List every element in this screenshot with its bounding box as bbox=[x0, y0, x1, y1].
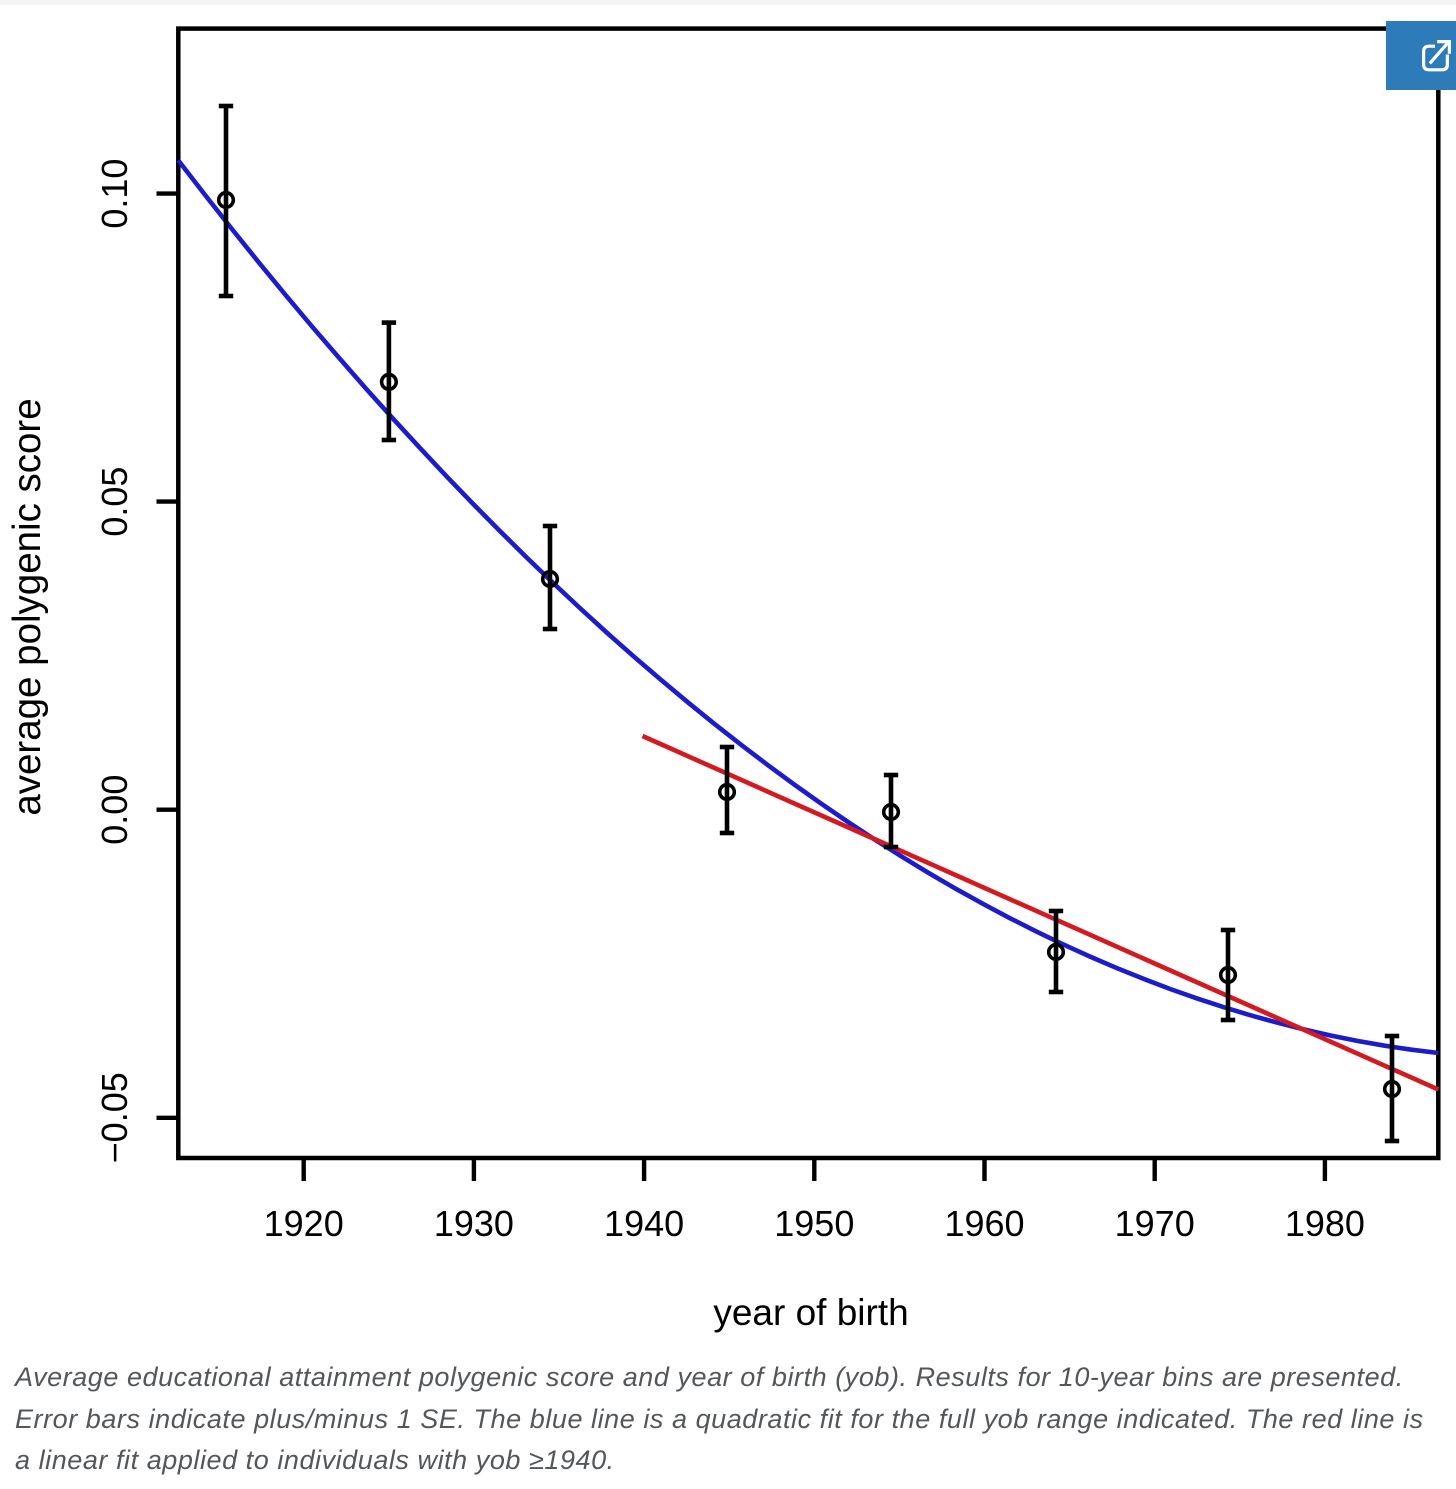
svg-text:−0.05: −0.05 bbox=[94, 1072, 135, 1163]
svg-text:1950: 1950 bbox=[774, 1203, 854, 1244]
svg-text:1920: 1920 bbox=[264, 1203, 344, 1244]
svg-text:average polygenic score: average polygenic score bbox=[6, 398, 49, 815]
svg-text:1970: 1970 bbox=[1115, 1203, 1195, 1244]
svg-text:1940: 1940 bbox=[604, 1203, 684, 1244]
svg-text:0.10: 0.10 bbox=[94, 159, 135, 229]
svg-text:1980: 1980 bbox=[1285, 1203, 1365, 1244]
svg-text:1930: 1930 bbox=[434, 1203, 514, 1244]
svg-text:0.05: 0.05 bbox=[94, 467, 135, 537]
svg-text:0.00: 0.00 bbox=[94, 775, 135, 845]
svg-text:1960: 1960 bbox=[944, 1203, 1024, 1244]
svg-text:year of birth: year of birth bbox=[713, 1292, 908, 1333]
